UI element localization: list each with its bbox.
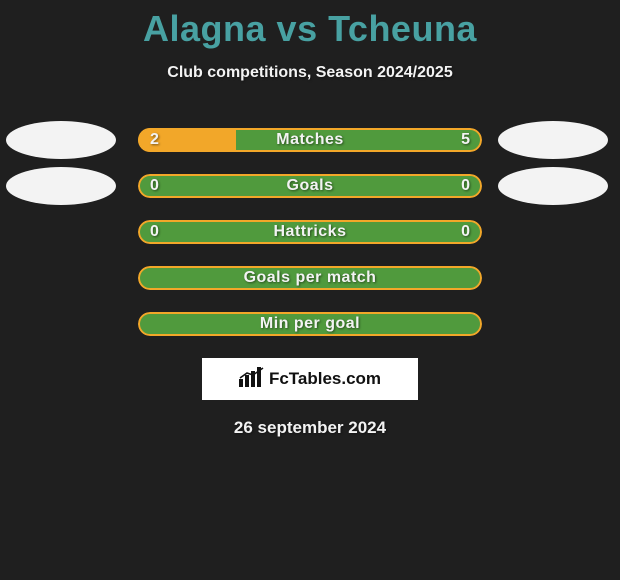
stat-label: Hattricks: [138, 220, 482, 244]
stat-bar: Min per goal: [138, 312, 482, 336]
player-photo-right: [498, 121, 608, 159]
stat-row: Goals per match: [0, 266, 620, 290]
stat-bar: Goals per match: [138, 266, 482, 290]
stat-row: 25Matches: [0, 128, 620, 152]
brand-badge: FcTables.com: [202, 358, 418, 400]
stat-label: Goals per match: [138, 266, 482, 290]
stat-rows: 25Matches 00Goals 00Hattricks Goals per mat…: [0, 128, 620, 336]
stat-label: Goals: [138, 174, 482, 198]
stat-label: Matches: [138, 128, 482, 152]
stat-bar: 00Hattricks: [138, 220, 482, 244]
stat-row: 00Goals: [0, 174, 620, 198]
stat-row: 00Hattricks: [0, 220, 620, 244]
page-subtitle: Club competitions, Season 2024/2025: [0, 64, 620, 82]
stat-label: Min per goal: [138, 312, 482, 336]
page-title: Alagna vs Tcheuna: [0, 0, 620, 50]
brand-text: FcTables.com: [269, 369, 381, 389]
stat-bar: 00Goals: [138, 174, 482, 198]
stat-bar: 25Matches: [138, 128, 482, 152]
player-photo-left: [6, 121, 116, 159]
player-photo-left: [6, 167, 116, 205]
datestamp: 26 september 2024: [0, 418, 620, 438]
comparison-card: Alagna vs Tcheuna Club competitions, Sea…: [0, 0, 620, 580]
chart-icon: [239, 367, 265, 392]
player-photo-right: [498, 167, 608, 205]
stat-row: Min per goal: [0, 312, 620, 336]
